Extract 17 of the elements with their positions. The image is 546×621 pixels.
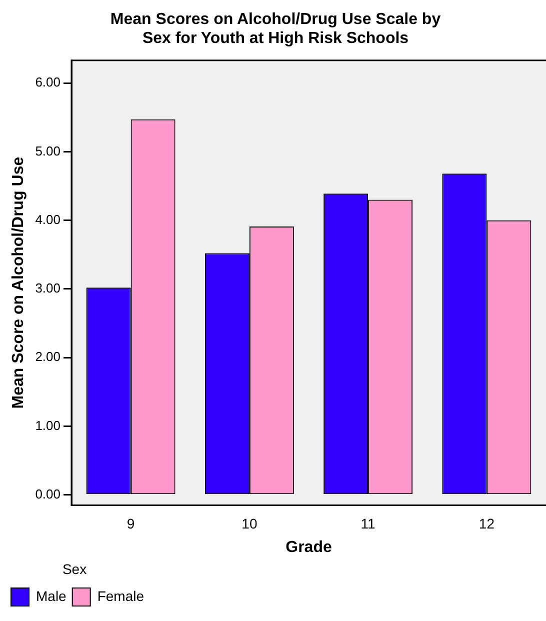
y-tick-label: 6.00 <box>35 74 60 90</box>
x-tick-label: 10 <box>242 515 258 532</box>
y-tick-label: 4.00 <box>35 212 60 227</box>
x-tick-label: 11 <box>360 515 376 532</box>
y-tick-label: 3.00 <box>35 280 60 296</box>
legend-title: Sex <box>62 561 87 578</box>
y-tick-label: 0.00 <box>35 486 60 502</box>
y-tick-label: 1.00 <box>35 418 60 433</box>
y-tick-label: 5.00 <box>35 143 60 158</box>
x-tick-label: 12 <box>478 515 495 532</box>
y-tick-label: 2.00 <box>35 349 60 364</box>
legend-label: Male <box>36 588 67 604</box>
x-tick-label: 9 <box>126 515 135 532</box>
y-axis-title: Mean Score on Alcohol/Drug Use <box>10 156 28 409</box>
x-axis-title: Grade <box>286 539 332 556</box>
legend-label: Female <box>97 588 144 604</box>
chart-title: Mean Scores on Alcohol/Drug Use Scale by Sex for Youth at High Risk Schools <box>110 11 441 48</box>
